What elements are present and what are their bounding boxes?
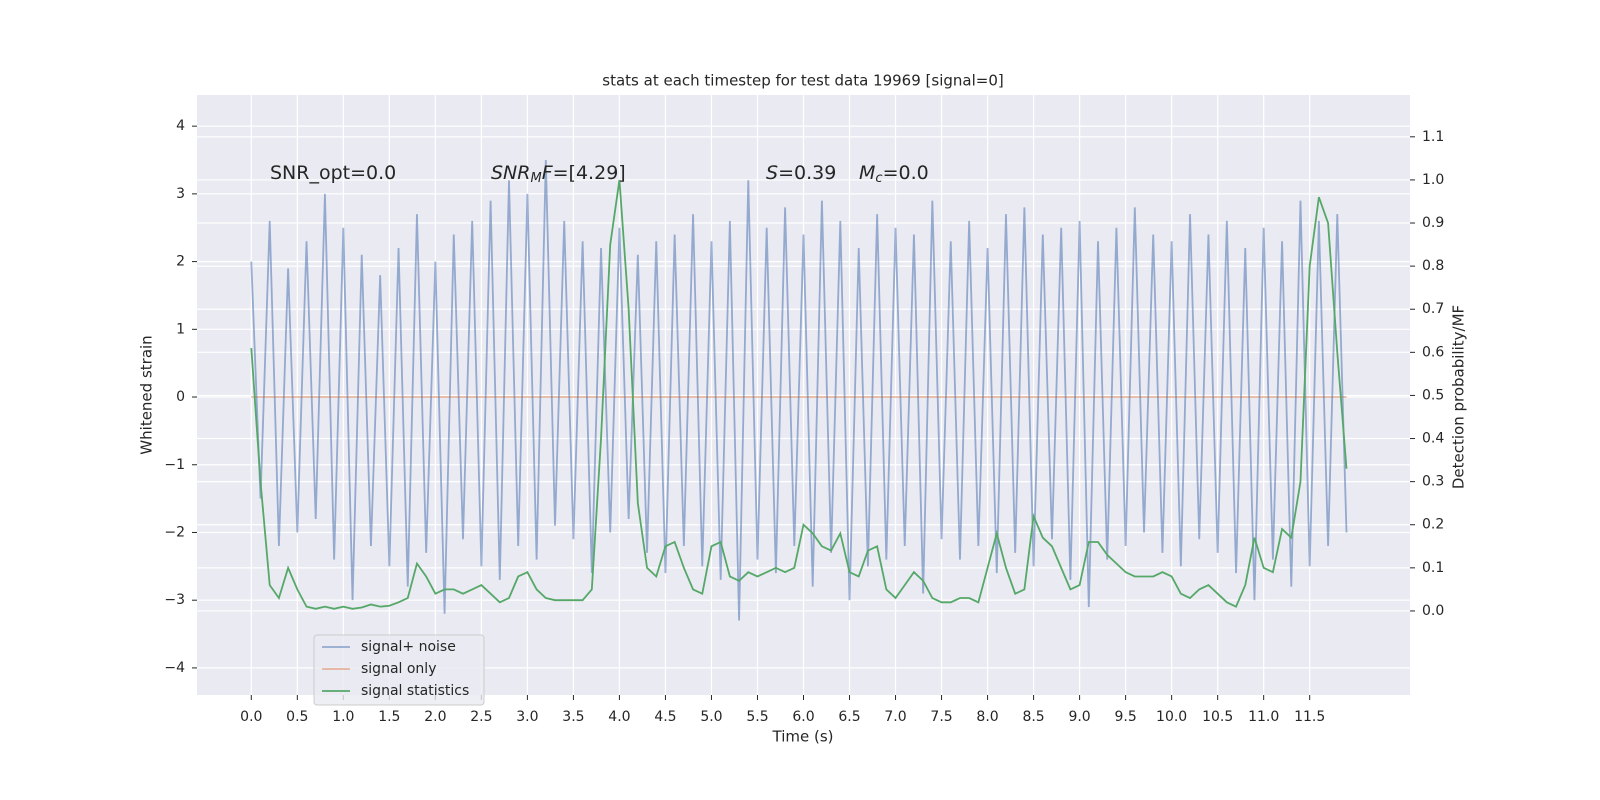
annotation: SNRMF=[4.29] [491, 162, 626, 186]
y-tick-label: 0 [176, 389, 185, 405]
annotation-part: S [766, 162, 778, 184]
x-tick-label: 3.5 [562, 709, 584, 725]
y-tick-label: −3 [164, 592, 185, 608]
x-tick-label: 1.0 [332, 709, 354, 725]
y2-tick-label: 0.9 [1422, 215, 1444, 231]
annotation-part: SNR [491, 162, 530, 184]
annotation-part: M [530, 171, 541, 186]
x-tick-label: 8.0 [976, 709, 998, 725]
y-tick-label: 3 [176, 186, 185, 202]
y2-tick-label: 0.8 [1422, 258, 1444, 274]
annotation-part: c [875, 171, 882, 186]
x-axis-label: Time (s) [772, 728, 834, 746]
annotation: S=0.39 [766, 162, 836, 184]
series-line [250, 159, 1348, 621]
x-tick-label: 2.0 [424, 709, 446, 725]
chart-title: stats at each timestep for test data 199… [602, 72, 1003, 90]
x-tick-label: 8.5 [1022, 709, 1044, 725]
x-tick-label: 6.5 [838, 709, 860, 725]
x-tick-label: 7.5 [930, 709, 952, 725]
x-tick-label: 10.0 [1156, 709, 1187, 725]
legend-box [313, 634, 485, 706]
y-tick-label: −1 [164, 457, 185, 473]
x-tick-label: 9.0 [1068, 709, 1090, 725]
y2-tick-label: 0.0 [1422, 603, 1444, 619]
annotation: Mc=0.0 [859, 162, 929, 186]
x-tick-label: 5.5 [746, 709, 768, 725]
y2-tick-label: 0.3 [1422, 474, 1444, 490]
x-tick-label: 7.0 [884, 709, 906, 725]
annotation-part: SNR_opt=0.0 [270, 162, 396, 184]
x-tick-label: 10.5 [1202, 709, 1233, 725]
x-tick-label: 4.0 [608, 709, 630, 725]
annotation-part: =[4.29] [553, 162, 626, 184]
x-tick-label: 4.5 [654, 709, 676, 725]
y-tick-label: −4 [164, 660, 185, 676]
y2-tick-label: 0.6 [1422, 344, 1444, 360]
annotation-part: F [542, 162, 554, 184]
x-tick-label: 11.0 [1248, 709, 1279, 725]
y2-tick-label: 1.0 [1422, 172, 1444, 188]
y2-tick-label: 1.1 [1422, 129, 1444, 145]
y2-tick-label: 0.1 [1422, 560, 1444, 576]
y-axis-label: Whitened strain [138, 335, 156, 454]
y2-tick-label: 0.4 [1422, 431, 1444, 447]
series-line [250, 179, 1348, 610]
x-tick-label: 0.5 [286, 709, 308, 725]
y2-tick-label: 0.2 [1422, 517, 1444, 533]
y-tick-label: 1 [176, 321, 185, 337]
y2-tick-label: 0.7 [1422, 301, 1444, 317]
x-tick-label: 6.0 [792, 709, 814, 725]
x-tick-label: 9.5 [1114, 709, 1136, 725]
x-tick-label: 2.5 [470, 709, 492, 725]
legend-label: signal statistics [361, 683, 469, 699]
annotation-part: =0.39 [778, 162, 836, 184]
x-tick-label: 11.5 [1294, 709, 1325, 725]
y2-tick-label: 0.5 [1422, 387, 1444, 403]
y2-axis-label: Detection probability/MF [1450, 305, 1468, 489]
y-tick-label: −2 [164, 524, 185, 540]
legend-label: signal only [361, 661, 436, 677]
x-tick-label: 5.0 [700, 709, 722, 725]
legend-label: signal+ noise [361, 639, 456, 655]
y-tick-label: 2 [176, 254, 185, 270]
annotation: SNR_opt=0.0 [270, 162, 396, 184]
x-tick-label: 0.0 [240, 709, 262, 725]
annotation-part: M [859, 162, 875, 184]
annotation-part: =0.0 [883, 162, 929, 184]
x-tick-label: 1.5 [378, 709, 400, 725]
x-tick-label: 3.0 [516, 709, 538, 725]
y-tick-label: 4 [176, 118, 185, 134]
